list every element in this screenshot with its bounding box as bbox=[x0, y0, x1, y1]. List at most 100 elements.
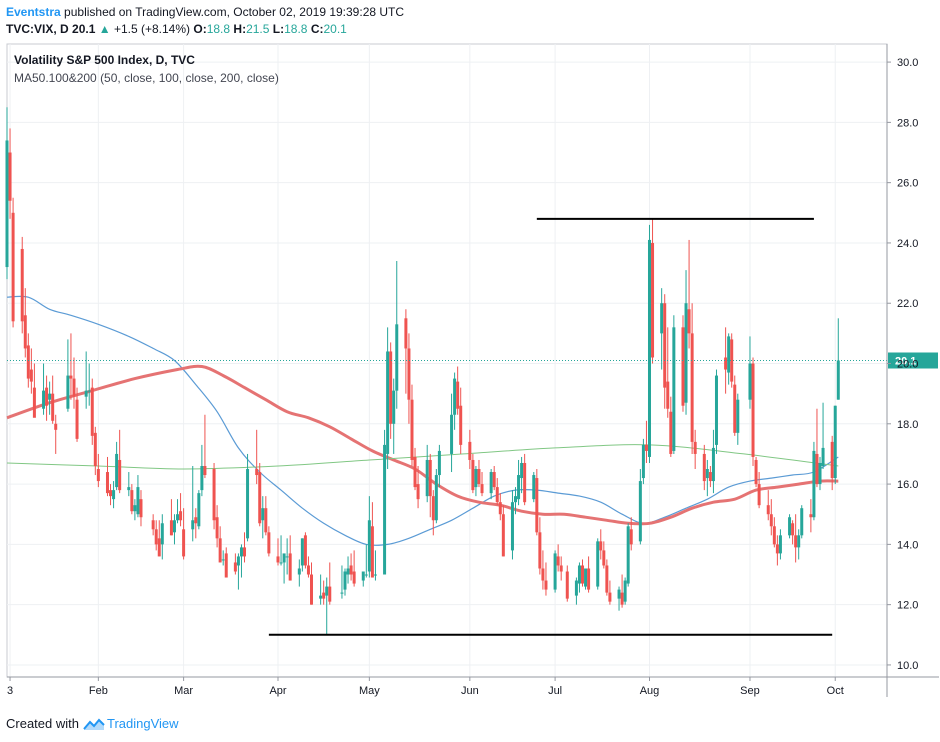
candle-body bbox=[581, 565, 585, 584]
candle-body bbox=[352, 571, 356, 584]
candles bbox=[5, 107, 840, 635]
candle-body bbox=[45, 387, 49, 406]
candle-body bbox=[157, 538, 161, 557]
candle-up bbox=[176, 499, 180, 524]
moving-averages bbox=[6, 295, 839, 546]
candle-body bbox=[669, 411, 673, 454]
candle-down bbox=[581, 559, 585, 587]
candle-down bbox=[477, 459, 481, 488]
last-price-line: 20.1 bbox=[7, 352, 938, 369]
candle-body bbox=[319, 595, 323, 599]
candle-up bbox=[127, 472, 131, 497]
high-value: 21.5 bbox=[246, 22, 270, 36]
candle-down bbox=[772, 517, 776, 548]
candle-down bbox=[544, 562, 548, 596]
candle-up bbox=[346, 556, 350, 584]
y-tick-label: 26.0 bbox=[897, 178, 918, 190]
candle-up bbox=[239, 544, 243, 578]
candle-body bbox=[282, 553, 286, 563]
candle-up bbox=[638, 469, 642, 545]
candle-up bbox=[340, 565, 344, 599]
candle-body bbox=[93, 432, 97, 466]
candle-body bbox=[279, 562, 283, 564]
candle-body bbox=[264, 508, 268, 533]
candle-body bbox=[51, 393, 55, 421]
candle-up bbox=[395, 261, 399, 409]
x-tick-label: 3 bbox=[7, 685, 13, 697]
candle-body bbox=[617, 589, 621, 599]
candle-down bbox=[556, 544, 560, 572]
candle-down bbox=[352, 550, 356, 587]
author-link[interactable]: Eventstra bbox=[6, 5, 61, 19]
candle-down bbox=[775, 535, 779, 566]
candle-body bbox=[629, 529, 633, 545]
candle-up bbox=[800, 505, 804, 539]
candle-body bbox=[72, 378, 76, 397]
candle-body bbox=[154, 529, 158, 545]
candle-up bbox=[367, 496, 371, 578]
last-price-label-bg bbox=[888, 352, 938, 369]
candle-body bbox=[599, 541, 603, 551]
candle-down bbox=[69, 333, 73, 400]
candle-body bbox=[602, 550, 606, 566]
candle-body bbox=[544, 580, 548, 590]
candle-body bbox=[5, 140, 9, 268]
candle-body bbox=[672, 327, 676, 451]
up-arrow-icon: ▲ bbox=[98, 22, 111, 36]
candle-body bbox=[736, 399, 740, 433]
candle-body bbox=[303, 535, 307, 566]
candle-body bbox=[596, 541, 600, 587]
candle-up bbox=[197, 490, 201, 530]
candle-down bbox=[306, 556, 310, 578]
candle-up bbox=[489, 469, 493, 500]
candle-down bbox=[157, 520, 161, 557]
candle-body bbox=[26, 345, 30, 379]
candle-down bbox=[139, 490, 143, 527]
candle-body bbox=[775, 544, 779, 554]
candle-up bbox=[510, 490, 514, 560]
candle-down bbox=[75, 387, 79, 442]
candle-up bbox=[660, 288, 664, 370]
candle-body bbox=[246, 469, 250, 539]
candle-up bbox=[736, 393, 740, 445]
candle-down bbox=[501, 505, 505, 557]
candle-body bbox=[532, 475, 536, 500]
candle-body bbox=[8, 152, 12, 201]
candle-body bbox=[416, 484, 420, 500]
candle-body bbox=[708, 472, 712, 482]
candle-body bbox=[239, 547, 243, 557]
candle-up bbox=[532, 472, 536, 503]
candle-body bbox=[389, 351, 393, 424]
y-tick-label: 24.0 bbox=[897, 238, 918, 250]
candle-down bbox=[303, 532, 307, 569]
candle-body bbox=[11, 212, 15, 322]
low-value: 18.8 bbox=[284, 22, 308, 36]
candle-body bbox=[425, 459, 429, 497]
candle-down bbox=[498, 493, 502, 521]
candle-body bbox=[191, 520, 195, 530]
candle-body bbox=[413, 456, 417, 488]
candle-down bbox=[90, 378, 94, 445]
candle-down bbox=[629, 517, 633, 551]
x-tick-label: Apr bbox=[269, 685, 286, 697]
candle-up bbox=[788, 514, 792, 539]
candle-down bbox=[651, 218, 655, 364]
candle-body bbox=[647, 239, 651, 457]
candle-down bbox=[535, 469, 539, 536]
candle-down bbox=[118, 429, 122, 494]
candle-body bbox=[243, 547, 247, 557]
candle-down bbox=[203, 414, 207, 479]
close-label: C: bbox=[310, 22, 324, 36]
candle-down bbox=[370, 502, 374, 578]
y-tick-label: 10.0 bbox=[897, 660, 918, 672]
candle-down bbox=[255, 429, 259, 485]
candle-down bbox=[11, 197, 15, 328]
legend-ma: MA50.100&200 (50, close, 100, close, 200… bbox=[14, 71, 279, 85]
candle-up bbox=[261, 496, 265, 539]
candle-body bbox=[176, 514, 180, 521]
candle-body bbox=[90, 387, 94, 436]
tradingview-brand[interactable]: TradingView bbox=[83, 716, 179, 731]
candle-body bbox=[255, 469, 259, 476]
candle-up bbox=[517, 459, 521, 506]
